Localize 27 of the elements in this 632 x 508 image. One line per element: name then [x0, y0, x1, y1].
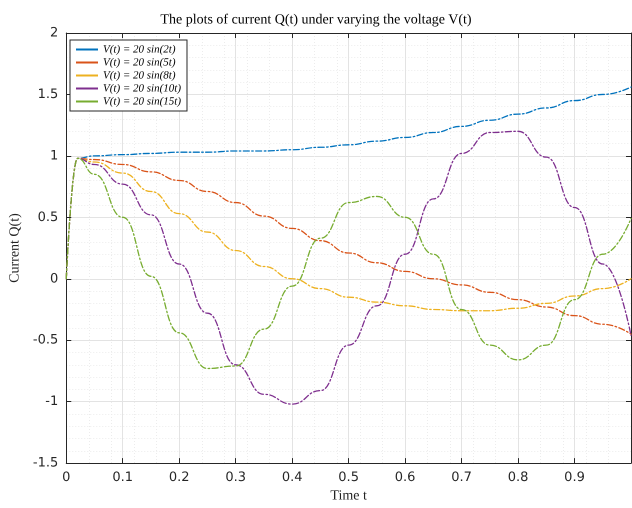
- legend-label: V(t) = 20 sin(10t): [103, 82, 182, 94]
- y-tick-label: -0.5: [32, 332, 58, 348]
- x-tick-label: 0.3: [225, 470, 246, 486]
- y-tick-label: 0.5: [38, 210, 58, 225]
- line-series: [66, 158, 632, 370]
- y-tick-label: -1.5: [32, 456, 58, 471]
- legend-label: V(t) = 20 sin(8t): [103, 70, 176, 82]
- x-tick-label: 0.5: [338, 470, 359, 486]
- x-tick-label: 0.6: [394, 470, 416, 486]
- y-tick-label: 1.5: [38, 86, 58, 102]
- x-tick-label: 0.8: [508, 470, 528, 486]
- x-tick-label: 0.1: [112, 470, 134, 486]
- x-tick-label: 0.7: [451, 470, 472, 486]
- y-tick-label: -1: [45, 394, 58, 410]
- x-tick-label: 0.4: [282, 470, 303, 486]
- x-tick-label: 0.2: [168, 470, 190, 486]
- legend-label: V(t) = 20 sin(5t): [103, 56, 176, 68]
- y-tick-label: 0: [50, 271, 58, 286]
- y-tick-label: 2: [50, 26, 58, 40]
- legend-label: V(t) = 20 sin(15t): [103, 96, 182, 108]
- legend-label: V(t) = 20 sin(2t): [103, 44, 176, 56]
- x-axis-title: Time t: [330, 488, 367, 504]
- y-axis-title: Current Q(t): [8, 212, 22, 283]
- chart-title: The plots of current Q(t) under varying the voltage V(t): [160, 12, 472, 28]
- x-tick-label: 0.9: [564, 470, 585, 486]
- x-tick-label: 0: [62, 470, 70, 486]
- y-tick-label: 1: [50, 148, 58, 164]
